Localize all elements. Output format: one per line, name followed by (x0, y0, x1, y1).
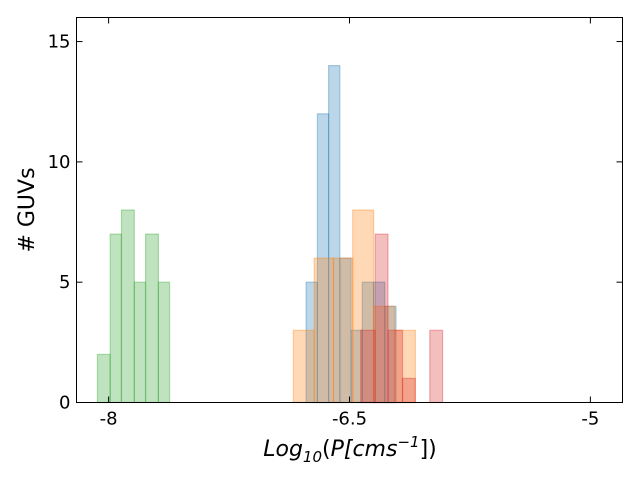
ticks-layer: -8 -6.5 -5 0 5 10 15 (48, 17, 623, 430)
histogram-bar-s0-b1 (109, 233, 122, 404)
x-tick-label: -5 (581, 409, 599, 430)
x-tick-label: -8 (100, 409, 118, 430)
histogram-bar-s0-b4 (145, 233, 160, 404)
histogram-bar-s3-b3 (401, 377, 416, 404)
histogram-bar-s3-b1 (374, 233, 389, 404)
histogram-bar-s2-b2 (332, 257, 354, 404)
histogram-bar-s3-b5 (429, 329, 444, 404)
y-tick-label: 5 (59, 272, 70, 293)
histogram-bar-s0-b2 (120, 209, 135, 404)
x-tick-label: -6.5 (332, 409, 367, 430)
bars-layer (96, 64, 444, 404)
histogram-bar-s0-b0 (96, 353, 111, 404)
histogram-bar-s3-b0 (360, 329, 376, 404)
y-tick-label: 0 (59, 393, 70, 414)
histogram-bar-s0-b3 (133, 281, 147, 404)
histogram-bar-s3-b2 (387, 329, 404, 404)
histogram-bar-s2-b0 (292, 329, 315, 404)
histogram-bar-s0-b5 (157, 281, 171, 404)
histogram-bar-s2-b1 (313, 257, 335, 404)
y-axis-title: # GUVs (15, 167, 40, 252)
x-axis-title: Log10(P[cms−1]) (263, 433, 437, 466)
y-tick-label: 10 (48, 152, 71, 173)
y-tick-label: 15 (48, 32, 71, 53)
